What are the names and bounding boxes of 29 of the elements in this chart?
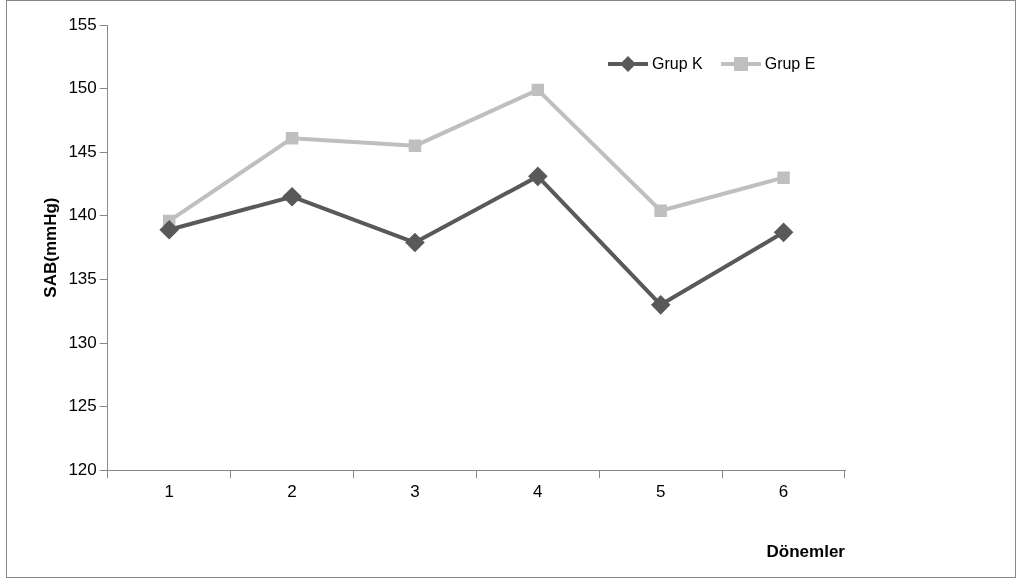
point: [408, 139, 422, 153]
y-tick-label: 120: [68, 459, 97, 479]
y-tick-label: 125: [68, 396, 97, 416]
y-tick-label: 140: [68, 205, 97, 225]
point: [651, 295, 670, 314]
y-tick-label: 135: [68, 269, 97, 289]
y-axis-title: SAB(mmHg): [40, 197, 60, 298]
point: [405, 233, 424, 252]
x-tick-label: 1: [164, 482, 174, 502]
point: [531, 83, 545, 97]
y-tick-label: 150: [68, 78, 97, 98]
point: [774, 223, 793, 242]
x-tick-label: 5: [655, 482, 666, 502]
y-tick-label: 155: [68, 14, 97, 34]
y-tick-label: 145: [68, 141, 97, 161]
y-tick-label: 130: [68, 332, 97, 352]
point: [283, 187, 302, 206]
point: [777, 171, 790, 184]
point: [528, 167, 547, 186]
point: [285, 131, 299, 145]
x-tick-label: 3: [410, 482, 420, 502]
x-tick-label: 6: [778, 482, 789, 502]
x-axis-title: Dönemler: [766, 542, 846, 562]
x-tick-label: 4: [533, 482, 543, 502]
legend-label: Grup K: [652, 55, 703, 73]
x-tick-label: 2: [287, 482, 297, 502]
point: [160, 220, 179, 239]
legend-label: Grup E: [764, 55, 816, 73]
point: [654, 204, 667, 217]
